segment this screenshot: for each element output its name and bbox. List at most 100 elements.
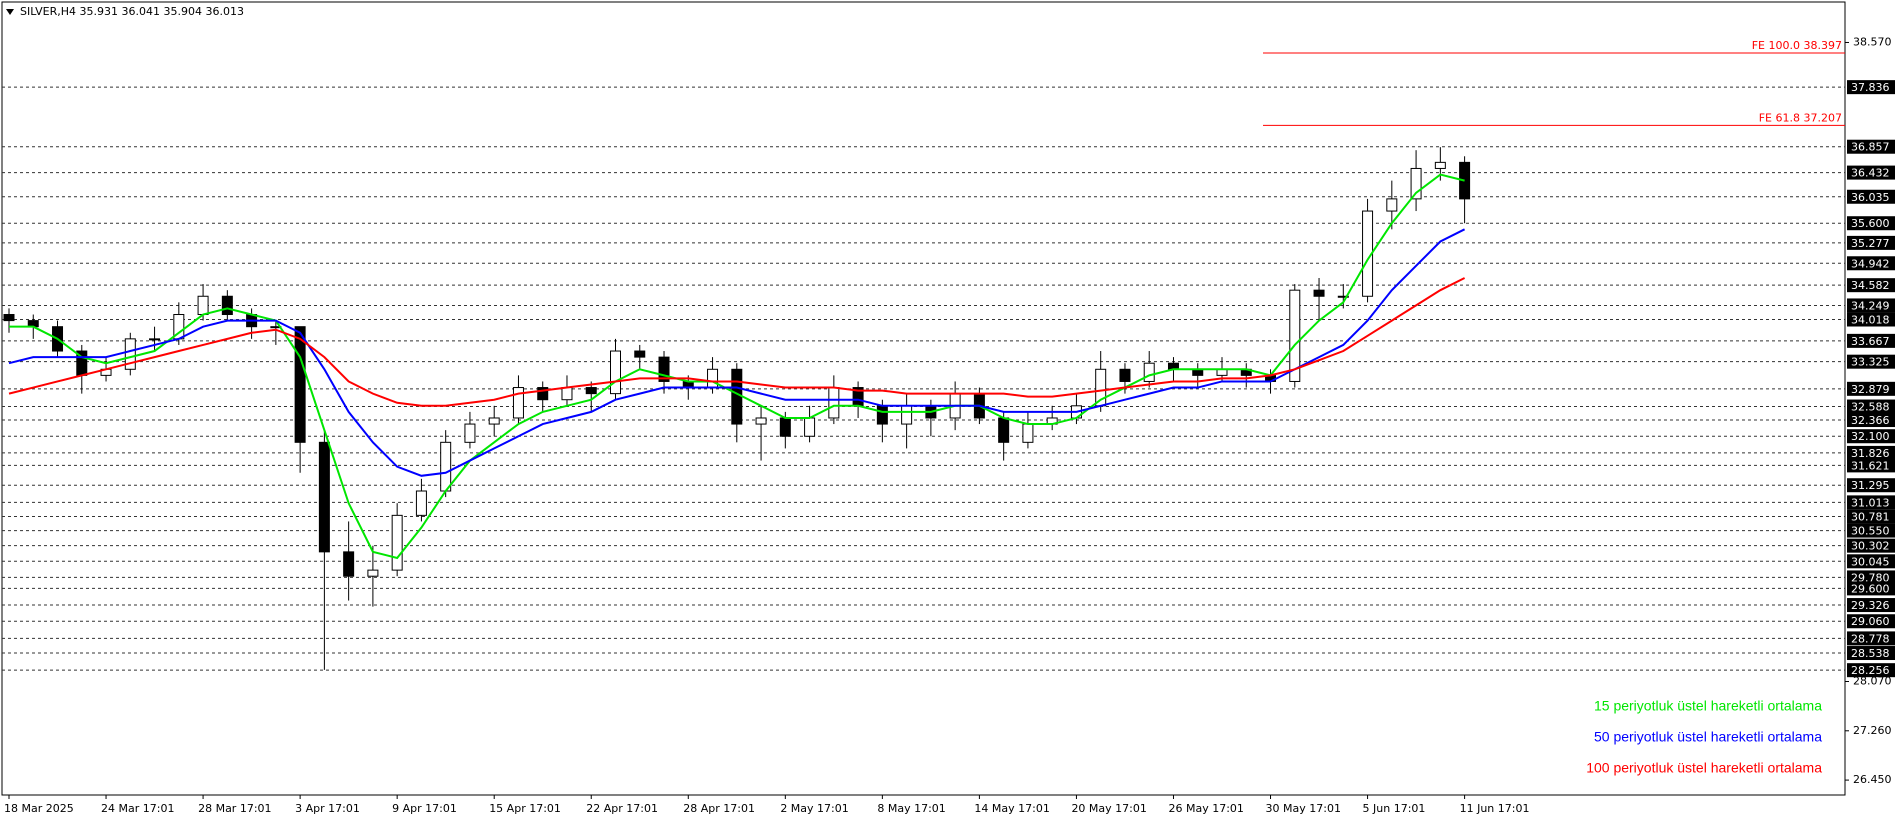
level-label: 33.667 (1851, 335, 1890, 348)
candle-body (391, 514, 403, 571)
candle-body (367, 569, 379, 577)
x-tick-label: 11 Jun 17:01 (1460, 802, 1530, 815)
x-tick-label: 30 May 17:01 (1266, 802, 1341, 815)
candle-body (1313, 289, 1325, 297)
level-label-box (1847, 554, 1895, 569)
level-label: 34.018 (1851, 314, 1890, 327)
x-tick-label: 24 Mar 17:01 (101, 802, 174, 815)
level-label: 29.780 (1851, 571, 1890, 584)
legend-entry: 100 periyotluk üstel hareketli ortalama (1586, 760, 1822, 776)
level-label: 30.045 (1851, 555, 1890, 568)
x-tick-label: 22 Apr 17:01 (586, 802, 658, 815)
candle-body (440, 441, 452, 492)
level-label-box (1847, 598, 1895, 613)
level-label-box (1847, 189, 1895, 204)
level-label: 36.432 (1851, 167, 1890, 180)
level-label-box (1847, 333, 1895, 348)
level-label: 32.879 (1851, 383, 1890, 396)
level-label: 31.013 (1851, 496, 1890, 509)
level-label: 30.781 (1851, 511, 1890, 524)
candle-body (1459, 161, 1471, 200)
level-label: 37.836 (1851, 81, 1890, 94)
y-tick-label: 38.570 (1853, 35, 1892, 48)
x-tick-label: 14 May 17:01 (974, 802, 1049, 815)
level-label-box (1847, 663, 1895, 678)
candle-body (561, 387, 573, 401)
x-tick-label: 18 Mar 2025 (4, 802, 74, 815)
level-label-box (1847, 165, 1895, 180)
level-label-box (1847, 139, 1895, 154)
candle-body (998, 417, 1010, 443)
fib-label: FE 61.8 37.207 (1759, 111, 1842, 124)
level-label-box (1847, 298, 1895, 313)
candle-body (901, 405, 913, 425)
level-label: 29.600 (1851, 582, 1890, 595)
level-label: 31.826 (1851, 447, 1890, 460)
level-label-box (1847, 509, 1895, 524)
candle-body (828, 387, 840, 419)
level-label: 34.249 (1851, 299, 1890, 312)
level-label-box (1847, 216, 1895, 231)
level-label: 32.588 (1851, 401, 1890, 414)
candle-body (343, 551, 355, 577)
x-tick-label: 9 Apr 17:01 (392, 802, 457, 815)
level-label-box (1847, 80, 1895, 95)
candle-body (1410, 167, 1422, 200)
level-label-box (1847, 256, 1895, 271)
candle-body (1386, 198, 1398, 212)
level-label-box (1847, 381, 1895, 396)
candle-body (512, 387, 524, 419)
level-label: 29.326 (1851, 599, 1890, 612)
y-tick-label: 27.260 (1853, 724, 1892, 737)
candle-body (779, 417, 791, 437)
level-label: 36.857 (1851, 141, 1890, 154)
level-label-box (1847, 523, 1895, 538)
ema-line (8, 277, 1466, 407)
level-label-box (1847, 614, 1895, 629)
level-label-box (1847, 495, 1895, 510)
candle-body (755, 417, 767, 425)
level-label-box (1847, 429, 1895, 444)
level-label: 34.582 (1851, 279, 1890, 292)
x-tick-label: 28 Apr 17:01 (683, 802, 755, 815)
x-tick-label: 2 May 17:01 (780, 802, 848, 815)
level-label: 34.942 (1851, 257, 1890, 270)
menu-arrow[interactable] (6, 9, 14, 15)
x-tick-label: 20 May 17:01 (1071, 802, 1146, 815)
candle-body (1143, 362, 1155, 382)
candle-body (464, 423, 476, 443)
candle-body (197, 295, 209, 316)
x-tick-label: 8 May 17:01 (877, 802, 945, 815)
candle-body (1119, 368, 1131, 382)
level-label: 32.366 (1851, 414, 1890, 427)
candle-body (221, 295, 233, 316)
ema-line (8, 228, 1466, 477)
candle-body (731, 368, 743, 425)
level-label-box (1847, 478, 1895, 493)
level-label: 28.256 (1851, 664, 1890, 677)
candle-body (149, 338, 161, 341)
legend-entry: 15 periyotluk üstel hareketli ortalama (1594, 698, 1822, 714)
candle-body (124, 338, 136, 370)
level-label-box (1847, 354, 1895, 369)
level-label-box (1847, 312, 1895, 327)
legend-entry: 50 periyotluk üstel hareketli ortalama (1594, 729, 1822, 745)
candle-body (658, 356, 670, 382)
level-label: 35.600 (1851, 217, 1890, 230)
x-tick-label: 28 Mar 17:01 (198, 802, 271, 815)
level-label-box (1847, 581, 1895, 596)
x-tick-label: 3 Apr 17:01 (295, 802, 360, 815)
level-label-box (1847, 413, 1895, 428)
candle-body (318, 441, 330, 553)
level-label-box (1847, 458, 1895, 473)
y-tick-label: 28.070 (1853, 674, 1892, 687)
level-label-box (1847, 235, 1895, 250)
level-label: 28.538 (1851, 647, 1890, 660)
level-label: 30.550 (1851, 525, 1890, 538)
candle-body (1337, 295, 1349, 298)
candle-body (1289, 289, 1301, 382)
candle-body (634, 350, 646, 358)
candle-body (1434, 161, 1446, 169)
